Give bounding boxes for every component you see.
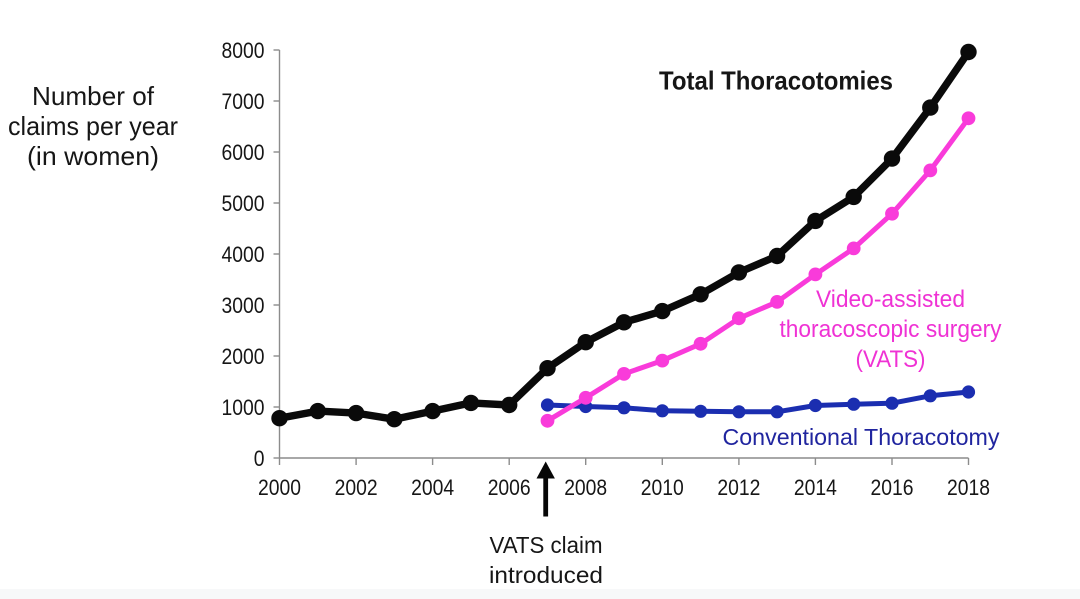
- svg-text:2012: 2012: [717, 475, 760, 500]
- svg-text:(VATS): (VATS): [856, 346, 926, 373]
- svg-text:2002: 2002: [335, 475, 378, 500]
- svg-text:5000: 5000: [222, 191, 265, 216]
- svg-text:Video-assisted: Video-assisted: [816, 286, 965, 313]
- svg-text:8000: 8000: [222, 38, 265, 63]
- svg-text:2004: 2004: [411, 475, 454, 500]
- svg-text:thoracoscopic surgery: thoracoscopic surgery: [780, 316, 1002, 343]
- svg-text:2000: 2000: [258, 475, 301, 500]
- svg-text:2000: 2000: [222, 344, 265, 369]
- svg-text:2016: 2016: [871, 475, 914, 500]
- svg-text:3000: 3000: [222, 293, 265, 318]
- svg-text:0: 0: [254, 446, 265, 471]
- svg-text:2010: 2010: [641, 475, 684, 500]
- svg-text:introduced: introduced: [489, 562, 603, 588]
- svg-text:7000: 7000: [222, 89, 265, 114]
- svg-text:Conventional Thoracotomy: Conventional Thoracotomy: [723, 424, 1000, 450]
- svg-text:Number of: Number of: [32, 81, 155, 111]
- svg-text:4000: 4000: [222, 242, 265, 267]
- svg-text:2018: 2018: [947, 475, 990, 500]
- svg-text:2014: 2014: [794, 475, 837, 500]
- svg-text:(in women): (in women): [27, 141, 159, 171]
- svg-text:1000: 1000: [222, 395, 265, 420]
- svg-text:2008: 2008: [564, 475, 607, 500]
- svg-text:Total Thoracotomies: Total Thoracotomies: [659, 66, 893, 96]
- svg-text:2006: 2006: [488, 475, 531, 500]
- svg-text:claims per year: claims per year: [8, 111, 178, 141]
- svg-text:VATS claim: VATS claim: [490, 532, 603, 558]
- svg-text:6000: 6000: [222, 140, 265, 165]
